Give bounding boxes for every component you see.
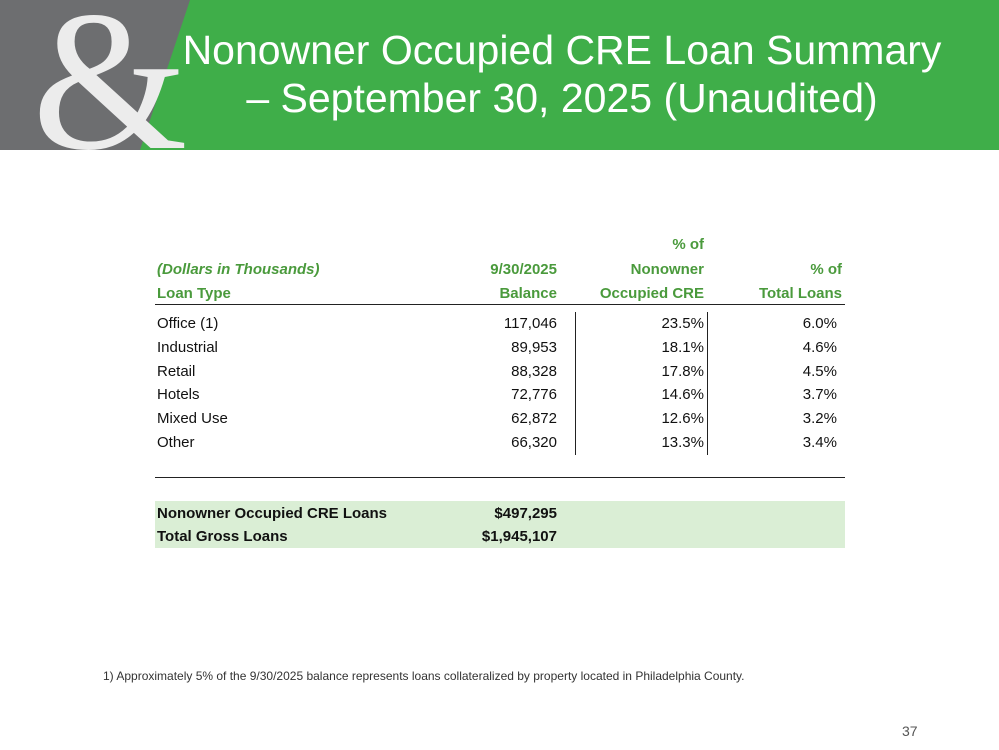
cell: 17.8%	[661, 362, 704, 380]
cell: 12.6%	[661, 410, 704, 428]
column-header: Occupied CRE	[599, 285, 704, 302]
cell: 4.6%	[802, 338, 837, 356]
col-divider	[575, 312, 576, 455]
column-header: % of	[810, 260, 842, 278]
total-cell: $1,945,107	[481, 528, 557, 545]
cell: Retail	[157, 362, 196, 380]
column-header: Loan Type	[157, 285, 231, 302]
cell: Industrial	[157, 338, 218, 356]
column-header: Balance	[499, 285, 557, 302]
column-header: % of	[672, 236, 704, 253]
col-divider	[707, 312, 708, 455]
cell: 117,046	[503, 315, 557, 332]
total-cell: $497,295	[494, 505, 557, 522]
cell: 14.6%	[661, 386, 704, 404]
page-number: 37	[902, 723, 918, 739]
cell: 18.1%	[661, 338, 704, 356]
cell: 4.5%	[802, 362, 837, 380]
header-band: & Nonowner Occupied CRE Loan Summary – S…	[0, 0, 999, 150]
column-header: Total Loans	[758, 285, 842, 302]
logo: &	[32, 0, 188, 150]
cell: 6.0%	[802, 315, 837, 332]
cell: 13.3%	[661, 434, 704, 451]
column-header: 9/30/2025	[490, 260, 557, 278]
totals-bg	[155, 501, 845, 548]
cell: 89,953	[511, 338, 557, 356]
cell: 3.7%	[802, 386, 837, 404]
total-cell: Total Gross Loans	[157, 528, 288, 545]
title-line: Nonowner Occupied CRE Loan Summary	[183, 27, 942, 73]
logo-bg-edge	[140, 0, 190, 150]
footnote: 1) Approximately 5% of the 9/30/2025 bal…	[103, 669, 745, 683]
rule	[155, 477, 845, 478]
title-line: – September 30, 2025 (Unaudited)	[246, 75, 877, 121]
cell: Office (1)	[157, 315, 219, 332]
cell: Other	[157, 434, 195, 451]
cell: 72,776	[511, 386, 557, 404]
rule	[155, 304, 845, 305]
cell: 3.2%	[802, 410, 837, 428]
column-header: Nonowner	[630, 260, 704, 278]
cell: Mixed Use	[157, 410, 228, 428]
cell: 23.5%	[661, 315, 704, 332]
cell: 3.4%	[802, 434, 837, 451]
cell: 66,320	[511, 434, 557, 451]
cell: 62,872	[511, 410, 557, 428]
cell: Hotels	[157, 386, 200, 404]
total-cell: Nonowner Occupied CRE Loans	[157, 505, 388, 522]
logo-bg	[0, 0, 140, 150]
cell: 88,328	[511, 362, 557, 380]
column-header: (Dollars in Thousands)	[157, 260, 320, 278]
